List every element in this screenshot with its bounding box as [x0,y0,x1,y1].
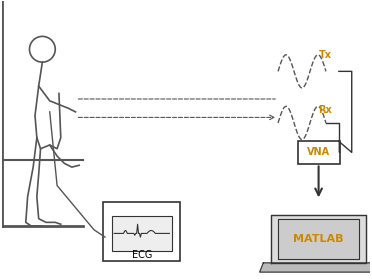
Text: ECG: ECG [132,250,152,260]
Text: VNA: VNA [307,147,330,157]
Text: Tx: Tx [318,50,331,60]
Text: MATLAB: MATLAB [294,234,344,244]
Polygon shape [271,215,366,263]
FancyBboxPatch shape [298,141,340,164]
Polygon shape [260,263,372,272]
FancyBboxPatch shape [103,202,180,261]
Text: Rx: Rx [318,105,332,115]
FancyBboxPatch shape [112,216,172,251]
Polygon shape [278,219,359,259]
